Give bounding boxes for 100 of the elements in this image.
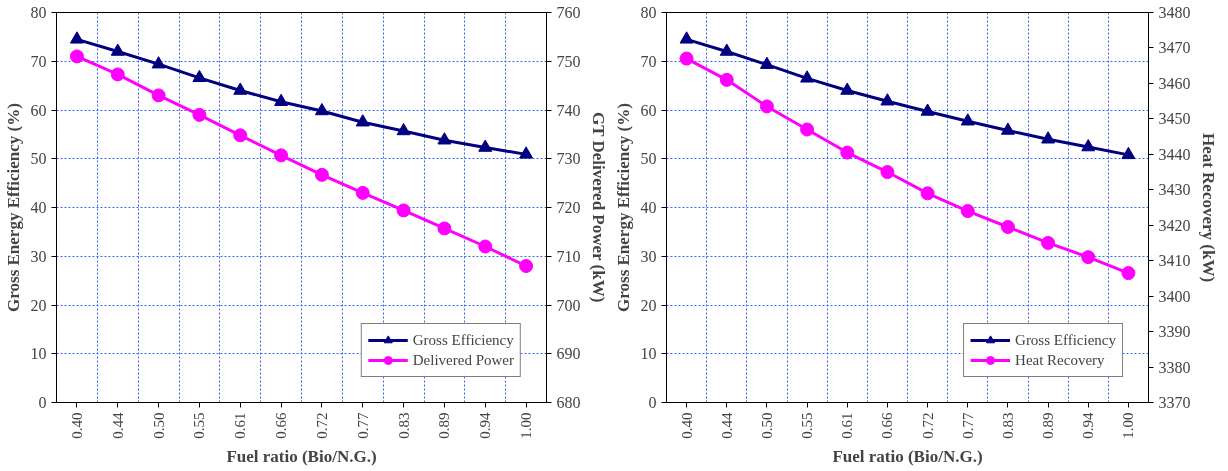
- point: [840, 82, 855, 95]
- point: [151, 56, 166, 69]
- point: [437, 132, 452, 145]
- point: [1121, 266, 1136, 281]
- y-tick-label: 30: [30, 247, 47, 265]
- x-tick-label: 0.44: [718, 412, 735, 439]
- point: [110, 43, 125, 56]
- x-tick-label: 1.00: [518, 412, 535, 439]
- x-tick-label: 0.94: [477, 412, 494, 439]
- point: [1081, 139, 1096, 152]
- point: [1000, 122, 1015, 135]
- y2-tick-label: 690: [556, 345, 581, 363]
- y2-tick-label: 3480: [1158, 4, 1191, 21]
- point: [110, 67, 125, 82]
- point: [1121, 146, 1136, 160]
- x-tick-label: 0.50: [758, 412, 775, 439]
- y2-tick-label: 3430: [1158, 181, 1191, 199]
- point: [274, 148, 289, 163]
- y-axis-title: Gross Energy Efficiency (%): [3, 103, 23, 312]
- point: [314, 102, 329, 116]
- y2-tick-label: 3400: [1158, 287, 1191, 305]
- y2-tick-label: 680: [556, 394, 581, 411]
- x-tick-label: 0.83: [395, 412, 412, 439]
- y-tick-label: 50: [30, 150, 47, 168]
- point: [396, 203, 411, 218]
- point: [519, 259, 534, 273]
- y-tick-label: 30: [640, 247, 657, 265]
- point: [437, 221, 452, 236]
- point: [880, 93, 895, 106]
- x-tick-label: 0.72: [313, 412, 330, 439]
- y-tick-label: 40: [30, 199, 47, 216]
- point: [69, 31, 84, 44]
- y-tick-label: 50: [640, 150, 657, 168]
- y2-tick-label: 740: [556, 101, 581, 119]
- y2-tick-label: 3410: [1158, 252, 1191, 270]
- y-axis-title: Gross Energy Efficiency (%): [613, 103, 633, 312]
- y2-axis-title: Heat Recovery (kW): [1198, 132, 1218, 283]
- legend-label: Delivered Power: [412, 351, 514, 369]
- x-tick-label: 0.72: [919, 412, 936, 439]
- x-axis-title: Fuel ratio (Bio/N.G.): [832, 446, 983, 466]
- y2-tick-label: 3440: [1158, 145, 1191, 163]
- y-tick-label: 10: [640, 345, 657, 363]
- point: [355, 114, 370, 127]
- y2-tick-label: 3370: [1158, 394, 1191, 411]
- x-axis-title: Fuel ratio (Bio/N.G.): [226, 446, 377, 466]
- y2-axis-title: GT Delivered Power (kW): [588, 112, 608, 303]
- point: [192, 69, 207, 83]
- legend-label: Gross Efficiency: [412, 331, 514, 349]
- y2-tick-label: 700: [556, 296, 581, 314]
- x-tick-label: 0.55: [191, 412, 208, 439]
- y2-tick-label: 3420: [1158, 216, 1191, 234]
- y2-tick-label: 750: [556, 52, 581, 70]
- point: [719, 72, 734, 87]
- legend-label: Gross Efficiency: [1015, 331, 1116, 349]
- point: [233, 82, 248, 95]
- point: [719, 43, 734, 56]
- point: [192, 107, 207, 122]
- point: [69, 49, 84, 64]
- point: [478, 139, 493, 152]
- x-tick-label: 0.61: [232, 412, 249, 439]
- point: [920, 103, 935, 116]
- y2-tick-label: 3450: [1158, 110, 1191, 128]
- y-tick-label: 60: [30, 101, 47, 119]
- x-tick-label: 0.55: [799, 412, 816, 439]
- x-tick-label: 0.89: [1040, 412, 1057, 439]
- x-tick-label: 0.44: [109, 412, 126, 439]
- x-tick-label: 0.61: [839, 412, 856, 439]
- point: [679, 31, 694, 44]
- x-tick-label: 0.66: [273, 412, 290, 439]
- y-tick-label: 60: [640, 101, 657, 119]
- point: [960, 113, 975, 126]
- y2-tick-label: 730: [556, 150, 581, 168]
- x-tick-label: 0.94: [1080, 412, 1097, 439]
- point: [679, 51, 694, 66]
- y-tick-label: 70: [640, 52, 657, 70]
- point: [759, 56, 774, 69]
- point: [274, 93, 289, 106]
- x-tick-label: 0.50: [150, 412, 167, 439]
- point: [840, 145, 855, 160]
- y-tick-label: 0: [648, 394, 657, 411]
- x-tick-label: 0.77: [354, 412, 371, 439]
- point: [800, 70, 815, 83]
- point: [396, 122, 411, 136]
- y2-tick-label: 720: [556, 199, 581, 216]
- y-tick-label: 0: [38, 394, 47, 411]
- y-tick-label: 40: [640, 199, 657, 216]
- point: [960, 204, 975, 219]
- x-tick-label: 0.40: [68, 412, 85, 439]
- y2-tick-label: 760: [556, 4, 581, 21]
- point: [880, 165, 895, 180]
- legend-label: Heat Recovery: [1015, 351, 1105, 369]
- y2-tick-label: 3390: [1158, 323, 1191, 341]
- y-tick-label: 10: [30, 345, 47, 363]
- point: [478, 239, 493, 254]
- y2-tick-label: 710: [556, 247, 581, 265]
- point: [800, 122, 815, 137]
- x-tick-label: 0.77: [959, 412, 976, 439]
- point: [519, 146, 534, 159]
- point: [1041, 131, 1056, 144]
- x-tick-label: 0.40: [678, 412, 695, 439]
